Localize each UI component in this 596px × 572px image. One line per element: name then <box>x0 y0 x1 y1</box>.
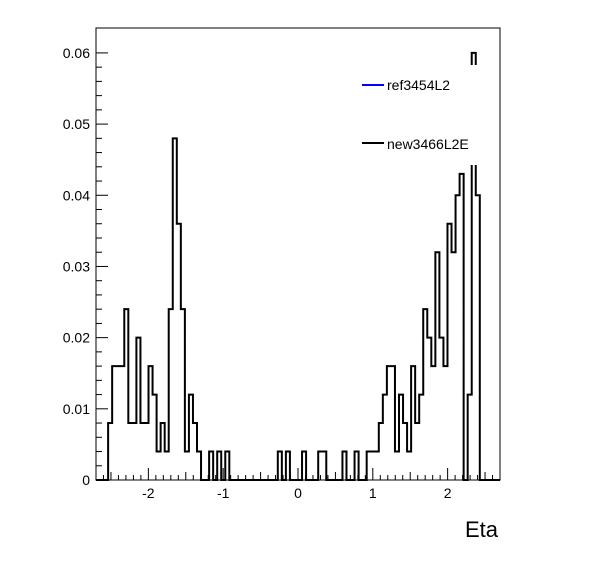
y-tick-label: 0.05 <box>63 116 90 132</box>
legend-label-ref3454L2: ref3454L2 <box>387 77 450 93</box>
legend-box <box>358 65 480 165</box>
x-tick-label: -2 <box>142 485 155 501</box>
histogram-series-new3466L2E <box>96 51 500 481</box>
legend: ref3454L2 new3466L2E <box>358 65 480 165</box>
legend-label-new3466L2E: new3466L2E <box>387 136 469 152</box>
x-tick-label: 2 <box>444 485 452 501</box>
y-tick-label: 0.01 <box>63 401 90 417</box>
y-axis: 0 0.01 0.02 0.03 0.04 0.05 0.06 <box>63 45 108 488</box>
x-axis-title: Eta <box>465 517 499 542</box>
y-tick-label: 0.04 <box>63 187 90 203</box>
y-tick-label: 0.03 <box>63 258 90 274</box>
y-tick-label: 0.02 <box>63 330 90 346</box>
x-axis: -2 -1 0 1 2 <box>102 468 494 501</box>
y-tick-label: 0.06 <box>63 45 90 61</box>
x-tick-label: -1 <box>217 485 230 501</box>
y-tick-label: 0 <box>82 472 90 488</box>
x-tick-label: 1 <box>369 485 377 501</box>
x-tick-label: 0 <box>294 485 302 501</box>
